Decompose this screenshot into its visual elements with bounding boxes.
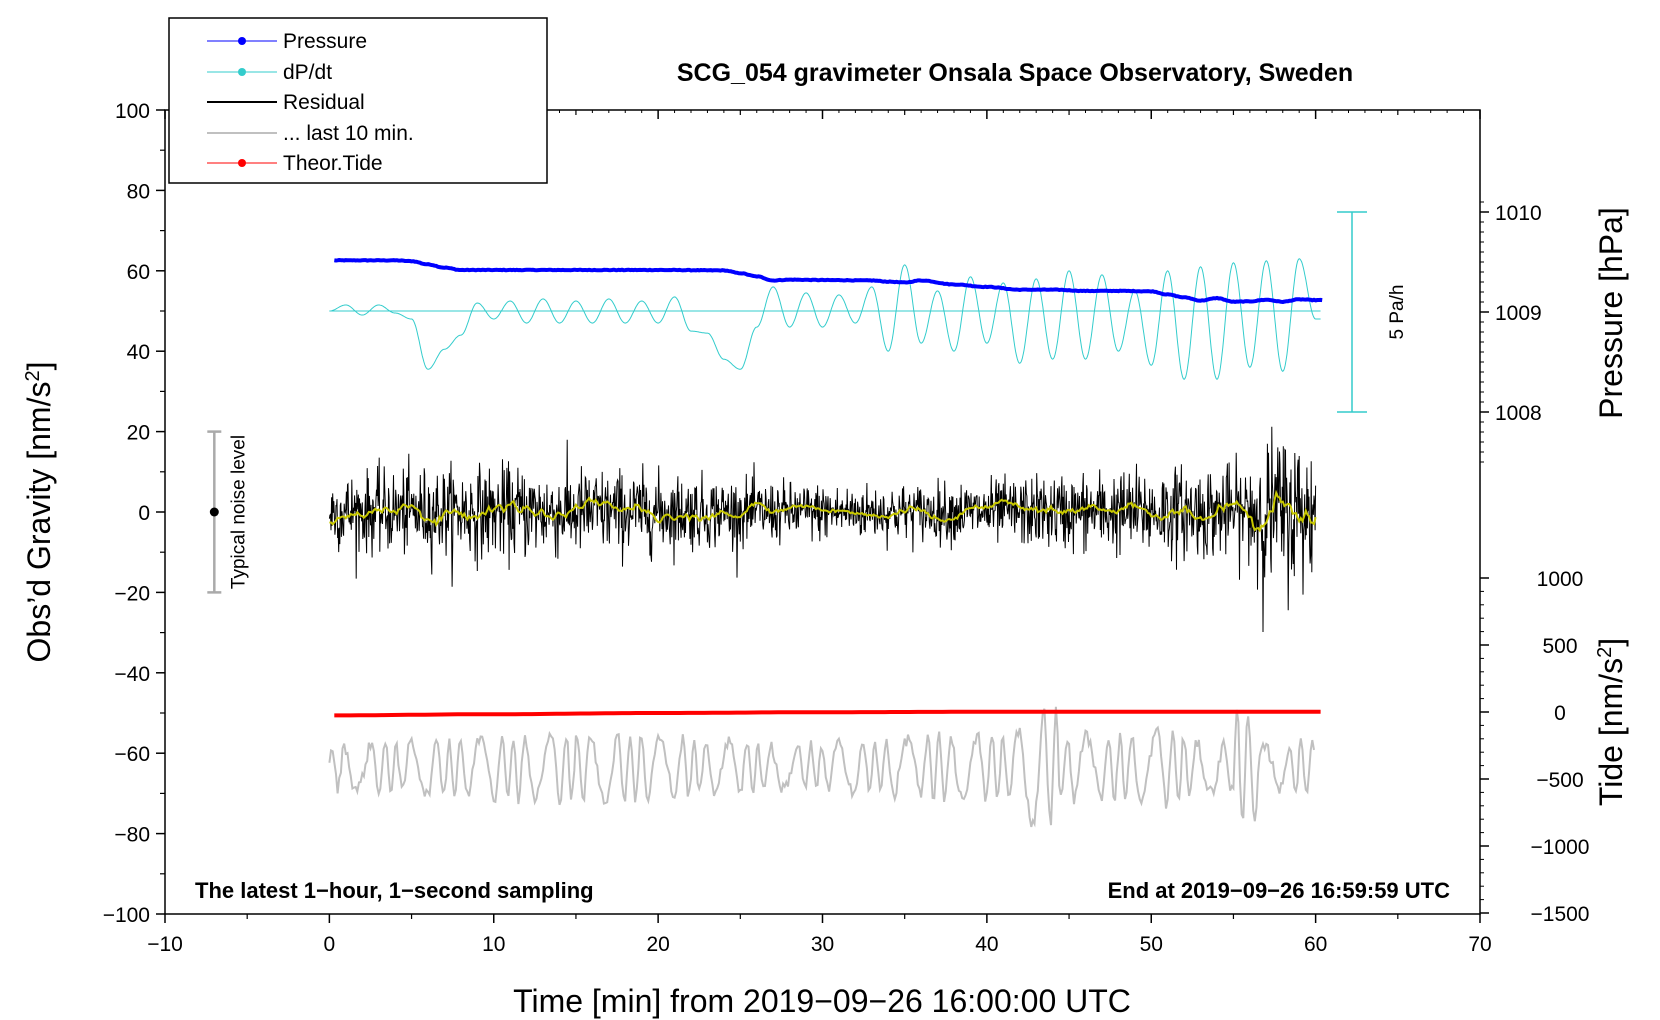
legend-label-tide: Theor.Tide xyxy=(283,152,383,175)
legend-label-last10: ... last 10 min. xyxy=(283,122,414,145)
chart-title: SCG_054 gravimeter Onsala Space Observat… xyxy=(677,59,1353,87)
x-tick-label: 10 xyxy=(482,933,505,956)
x-tick-label: 0 xyxy=(324,933,336,956)
legend-box xyxy=(168,17,548,184)
legend-entry-tide: Theor.Tide xyxy=(207,152,383,175)
legend-label-residual: Residual xyxy=(283,91,365,114)
y-tick-label: 20 xyxy=(127,422,150,445)
y-tick-label: −40 xyxy=(114,663,150,686)
tide-axis-label: Tide [nm/s2] xyxy=(1593,638,1629,806)
y-tick-label: −20 xyxy=(114,582,150,605)
noise-level-dot xyxy=(209,507,219,517)
legend-label-dpdt: dP/dt xyxy=(283,61,332,84)
x-tick-label: 30 xyxy=(811,933,834,956)
tide-tick-label: 0 xyxy=(1554,702,1566,725)
tide-tick-label: 500 xyxy=(1542,635,1577,658)
y-tick-label: 60 xyxy=(127,261,150,284)
series-layer xyxy=(328,258,1323,828)
legend-entry-last10: ... last 10 min. xyxy=(207,122,414,145)
legend-entry-dpdt: dP/dt xyxy=(207,61,332,84)
tide-axis-ticks: −1500 −1000 −500 0 500 1000 xyxy=(1480,568,1589,926)
y-tick-label: 100 xyxy=(115,100,150,123)
y-axis-label: Obs’d Gravity [nm/s2] xyxy=(21,362,57,663)
series-dpdt xyxy=(329,258,1321,380)
pressure-tick-label: 1009 xyxy=(1495,302,1542,325)
x-tick-label: −10 xyxy=(147,933,183,956)
legend-marker-dpdt xyxy=(238,68,246,76)
series-residual-smoothed xyxy=(329,489,1317,533)
x-tick-label: 50 xyxy=(1140,933,1163,956)
y-tick-label: 0 xyxy=(138,502,150,525)
pressure-tick-label: 1008 xyxy=(1495,402,1542,425)
y-tick-label: −100 xyxy=(103,904,150,927)
y-tick-label: −80 xyxy=(114,824,150,847)
x-tick-label: 40 xyxy=(975,933,998,956)
y-tick-label: 80 xyxy=(127,180,150,203)
legend-label-pressure: Pressure xyxy=(283,30,367,53)
scale-bar-label: 5 Pa/h xyxy=(1387,285,1408,340)
x-tick-label: 20 xyxy=(646,933,669,956)
series-pressure xyxy=(334,258,1323,304)
noise-level-marker: Typical noise level xyxy=(207,430,249,594)
series-theor-tide xyxy=(334,709,1321,718)
pressure-axis-label: Pressure [hPa] xyxy=(1593,207,1629,419)
y-tick-label: −60 xyxy=(114,743,150,766)
pressure-axis-ticks: 1008 1009 1010 xyxy=(1480,201,1542,463)
series-last-10-min xyxy=(328,706,1315,828)
x-axis-label: Time [min] from 2019−09−26 16:00:00 UTC xyxy=(513,983,1131,1019)
y-axis-ticks: −100 −80 −60 −40 −20 0 20 40 60 80 100 xyxy=(103,100,165,927)
legend-marker-pressure xyxy=(238,37,246,45)
tide-tick-label: 1000 xyxy=(1537,568,1584,591)
tide-tick-label: −1000 xyxy=(1531,836,1590,859)
series-residual xyxy=(328,426,1317,633)
footer-left-label: The latest 1−hour, 1−second sampling xyxy=(195,878,594,903)
legend: Pressure dP/dt Residual ... last 10 min.… xyxy=(168,17,548,184)
tide-tick-label: −1500 xyxy=(1531,903,1590,926)
pressure-tick-label: 1010 xyxy=(1495,202,1542,225)
scale-bar: 5 Pa/h xyxy=(1337,211,1408,413)
x-tick-label: 60 xyxy=(1304,933,1327,956)
legend-entry-residual: Residual xyxy=(207,91,365,114)
tide-tick-label: −500 xyxy=(1536,769,1583,792)
noise-level-label: Typical noise level xyxy=(228,435,249,589)
legend-entry-pressure: Pressure xyxy=(207,30,367,53)
x-tick-label: 70 xyxy=(1468,933,1491,956)
legend-marker-tide xyxy=(238,159,246,167)
y-tick-label: 40 xyxy=(127,341,150,364)
footer-right-label: End at 2019−09−26 16:59:59 UTC xyxy=(1108,878,1451,903)
